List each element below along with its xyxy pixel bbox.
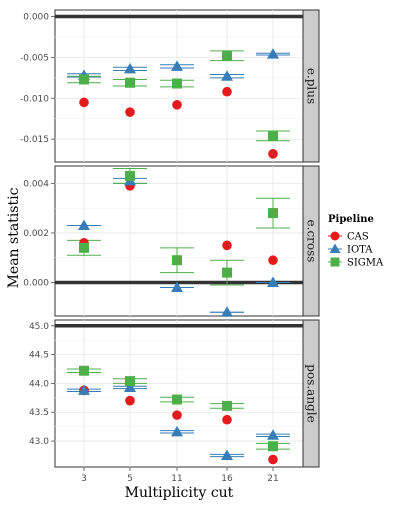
- facet-strip-label: e.plus: [305, 68, 319, 104]
- data-point-iota: [267, 48, 279, 59]
- data-point-iota: [267, 429, 279, 440]
- legend-key-iota: [329, 243, 341, 253]
- data-point-iota: [221, 449, 233, 460]
- y-tick-label: -0.005: [20, 53, 49, 63]
- y-tick-label: 0.002: [23, 229, 49, 239]
- data-point-sigma: [268, 441, 278, 452]
- y-tick-label: -0.015: [20, 135, 49, 145]
- legend-key-sigma: [330, 257, 340, 267]
- data-point-cas: [79, 97, 89, 108]
- legend-label: CAS: [347, 232, 369, 243]
- data-point-sigma: [172, 394, 182, 405]
- data-point-iota: [78, 219, 90, 231]
- y-tick-label: -0.010: [20, 94, 49, 104]
- data-point-sigma: [172, 78, 182, 89]
- data-point-cas: [222, 240, 232, 251]
- data-point-sigma: [222, 267, 232, 278]
- data-point-iota: [124, 381, 136, 392]
- data-point-sigma: [222, 400, 232, 411]
- y-tick-label: 0.004: [23, 179, 49, 189]
- data-point-cas: [268, 255, 278, 266]
- y-tick-label: 0.000: [23, 13, 49, 23]
- data-point-iota: [221, 70, 233, 81]
- data-point-cas: [222, 86, 232, 97]
- x-tick-label: 16: [221, 474, 233, 484]
- facet-strip-label: pos.angle: [305, 364, 319, 422]
- data-point-cas: [268, 454, 278, 465]
- data-point-iota: [171, 425, 183, 437]
- facet-strip-label: e.cross: [305, 220, 319, 263]
- y-tick-label: 44.0: [29, 379, 49, 389]
- y-tick-label: 44.5: [29, 351, 49, 361]
- legend-label: IOTA: [347, 245, 373, 256]
- x-axis-title: Multiplicity cut: [125, 485, 234, 501]
- data-point-iota: [124, 62, 136, 74]
- data-point-iota: [221, 306, 233, 317]
- data-point-cas: [172, 99, 182, 110]
- y-tick-label: 43.5: [29, 408, 49, 418]
- data-point-sigma: [79, 242, 89, 253]
- facet-strip: [302, 165, 320, 317]
- panel-background: [54, 319, 304, 468]
- data-point-iota: [78, 384, 90, 395]
- x-tick-label: 3: [81, 474, 87, 484]
- panel-background: [54, 165, 304, 317]
- data-point-cas: [268, 149, 278, 159]
- facet-strip: [302, 319, 320, 468]
- y-tick-label: 45.0: [29, 322, 49, 332]
- facet-strip: [302, 9, 320, 163]
- y-axis-title: Mean statistic: [6, 187, 22, 288]
- x-tick-label: 11: [171, 474, 182, 484]
- data-point-cas: [172, 410, 182, 420]
- data-point-sigma: [268, 130, 278, 141]
- y-tick-label: 0.000: [23, 279, 49, 289]
- data-point-sigma: [125, 376, 135, 387]
- data-point-cas: [125, 107, 135, 117]
- data-point-sigma: [222, 50, 232, 61]
- data-point-sigma: [172, 255, 182, 266]
- legend-key-cas: [330, 231, 340, 241]
- data-point-sigma: [79, 365, 89, 376]
- data-point-iota: [267, 276, 279, 288]
- data-point-sigma: [125, 170, 135, 181]
- x-tick-label: 21: [267, 474, 278, 484]
- data-point-iota: [171, 60, 183, 71]
- data-point-sigma: [125, 77, 135, 88]
- legend-label: SIGMA: [347, 258, 384, 269]
- y-tick-label: 43.0: [29, 437, 49, 447]
- data-point-cas: [222, 414, 232, 425]
- data-point-sigma: [268, 208, 278, 219]
- data-point-sigma: [79, 74, 89, 85]
- data-point-cas: [125, 395, 135, 406]
- data-point-iota: [171, 281, 183, 292]
- legend-title: Pipeline: [328, 214, 374, 225]
- x-tick-label: 5: [127, 474, 133, 484]
